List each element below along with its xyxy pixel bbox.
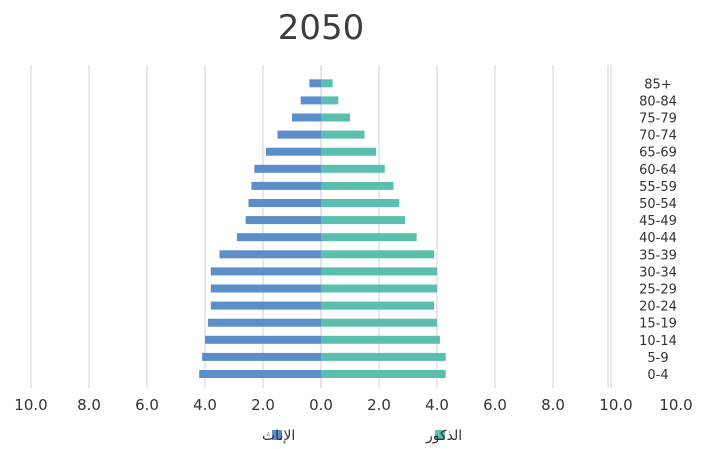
bars-group [199,79,446,378]
male-bar [321,284,437,293]
age-group-label: 35-39 [639,248,677,263]
male-bar [321,352,446,361]
age-group-label: 20-24 [639,300,677,315]
chart-title: 2050 [278,8,365,48]
x-tick-label: 6.0 [483,396,507,414]
legend-swatch-male [435,430,445,440]
female-bar [245,216,321,225]
male-bar [321,233,417,242]
legend: الذكور الإناث [262,428,462,444]
age-group-label: 0-4 [647,368,668,383]
x-tick-label: 2.0 [367,396,391,414]
legend-swatch-female [272,430,282,440]
female-bar [210,267,321,276]
age-group-labels: 0-4 5-9 10-14 15-19 20-24 25-29 30-34 35-39 40-4… [639,77,677,383]
age-group-label: 30-34 [639,265,677,280]
x-tick-label: 6.0 [135,396,159,414]
male-bar [321,147,377,156]
x-tick-label: 10.0 [14,396,47,414]
female-bar [219,250,321,259]
male-bar [321,181,394,190]
male-bar [321,199,400,207]
male-bar [321,370,446,378]
legend-label-female: الإناث [262,428,295,444]
age-group-label: 40-44 [639,231,677,246]
female-bar [202,352,321,361]
x-tick-label: 0.0 [309,396,333,414]
male-bar [321,318,437,327]
x-tick-label: 8.0 [77,396,101,414]
x-tick-label: 8.0 [541,396,565,414]
age-group-label: 50-54 [639,197,677,212]
age-group-label: 25-29 [639,283,677,298]
age-group-label: 15-19 [639,317,677,332]
age-group-label: 80-84 [639,94,677,109]
age-group-label: 65-69 [639,146,677,161]
female-bar [205,335,321,344]
female-bar [309,79,321,88]
x-tick-label: 4.0 [425,396,449,414]
female-bar [210,301,321,310]
female-bar [300,96,321,105]
age-group-label: 70-74 [639,129,677,144]
legend-label-male: الذكور [425,428,462,444]
x-tick-label: 2.0 [251,396,275,414]
male-bar [321,96,339,105]
male-bar [321,164,385,173]
x-axis-tick-labels: 10.0 8.0 6.0 4.0 2.0 0.0 2.0 4.0 6.0 8.0 10.0 10.0 [14,396,692,414]
age-group-label: 45-49 [639,214,677,229]
male-bar [321,216,406,225]
female-bar [199,370,321,378]
age-group-label: 10-14 [639,334,677,349]
x-tick-label: 10.0 [599,396,632,414]
female-bar [277,130,321,139]
female-bar [248,199,321,207]
female-bar [207,318,321,327]
male-bar [321,250,435,259]
female-bar [254,164,321,173]
female-bar [210,284,321,293]
age-group-label: 85+ [644,77,671,92]
female-bar [251,181,321,190]
age-group-label: 75-79 [639,112,677,127]
male-bar [321,335,440,344]
male-bar [321,130,365,139]
age-group-label: 5-9 [647,351,668,366]
x-tick-label: 10.0 [659,396,692,414]
male-bar [321,301,435,310]
male-bar [321,113,350,122]
age-group-label: 60-64 [639,163,677,178]
age-group-label: 55-59 [639,180,677,195]
female-bar [236,233,321,242]
female-bar [292,113,321,122]
male-bar [321,79,333,88]
male-bar [321,267,437,276]
x-tick-label: 4.0 [193,396,217,414]
female-bar [265,147,321,156]
